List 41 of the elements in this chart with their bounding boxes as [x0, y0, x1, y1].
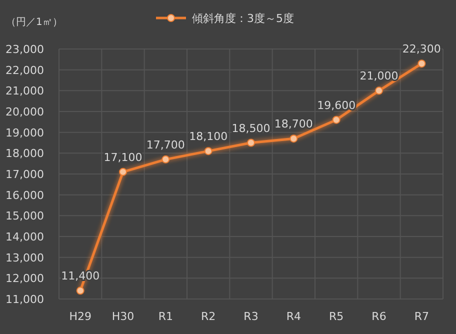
point: [418, 60, 426, 68]
x-tick-label: R3: [244, 310, 258, 323]
y-tick-label: 16,000: [6, 188, 44, 202]
point: [375, 86, 383, 95]
y-axis-title: （円／1㎡）: [6, 17, 62, 28]
data-label: 18,700: [274, 118, 313, 131]
y-tick-label: 17,000: [6, 168, 44, 181]
x-tick-label: R7: [414, 310, 429, 323]
x-tick-label: R2: [201, 310, 216, 323]
data-label: 21,000: [360, 70, 398, 83]
y-tick-label: 20,000: [6, 106, 44, 118]
point: [119, 168, 127, 176]
data-label: 17,100: [104, 150, 142, 164]
y-tick-label: 23,000: [6, 43, 44, 56]
point: [204, 147, 212, 156]
point: [247, 138, 255, 147]
point: [332, 116, 340, 124]
point: [162, 155, 170, 164]
y-tick-label: 12,000: [6, 272, 44, 286]
y-tick-label: 15,000: [6, 210, 44, 223]
x-tick-label: R6: [372, 310, 386, 323]
x-tick-label: H30: [112, 310, 134, 323]
data-label: 22,300: [402, 42, 441, 56]
y-tick-label: 22,000: [6, 64, 44, 77]
y-tick-label: 13,000: [6, 251, 44, 264]
x-tick-label: R1: [158, 310, 173, 323]
point: [290, 134, 298, 143]
x-tick-label: R4: [286, 310, 301, 323]
x-tick-label: R5: [329, 310, 344, 323]
data-label: 19,600: [317, 98, 356, 112]
data-label: 18,100: [189, 130, 228, 144]
data-label: 18,500: [232, 122, 270, 135]
x-tick-label: H29: [69, 310, 92, 323]
legend-label: 傾斜角度：3度～5度: [192, 12, 294, 25]
y-tick-label: 14,000: [6, 230, 44, 244]
y-tick-label: 21,000: [6, 84, 44, 98]
y-tick-label: 11,000: [6, 293, 44, 306]
y-tick-label: 18,000: [6, 147, 44, 160]
point: [76, 286, 84, 295]
y-tick-label: 19,000: [6, 126, 44, 140]
data-label: 17,700: [146, 138, 185, 152]
